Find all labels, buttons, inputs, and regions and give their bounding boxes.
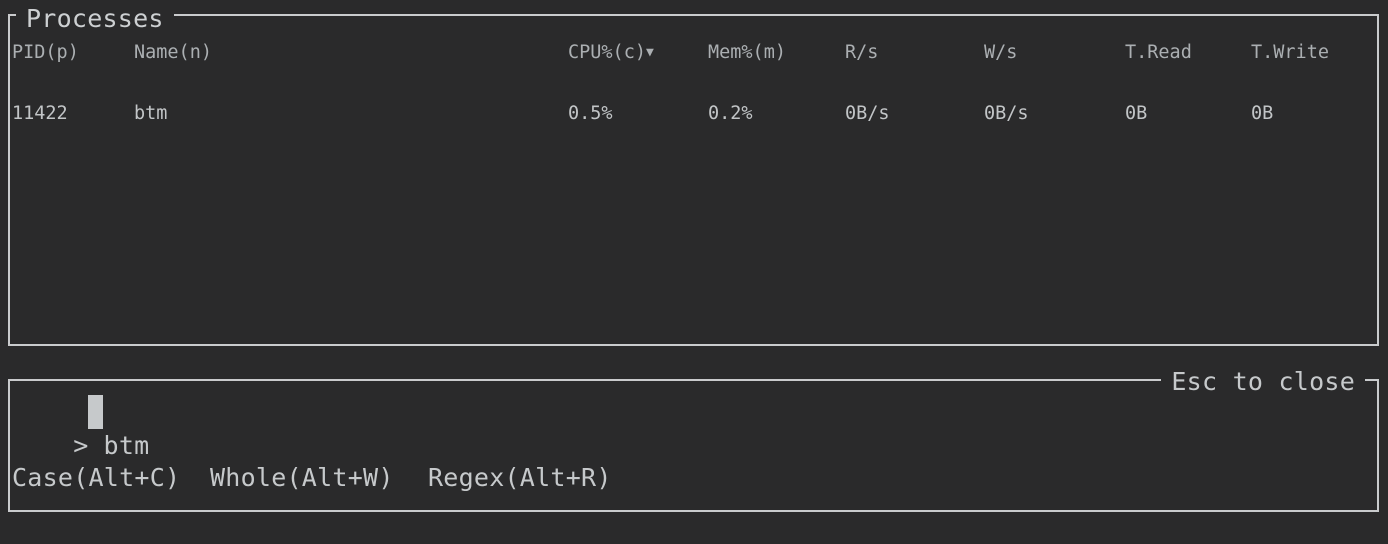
processes-panel-title: Processes <box>16 6 174 32</box>
process-mem: 0.2% <box>708 103 753 124</box>
column-header-pid[interactable]: PID(p) <box>12 42 79 63</box>
process-name: btm <box>134 103 168 124</box>
text-cursor <box>88 395 103 429</box>
column-header-name[interactable]: Name(n) <box>134 42 212 63</box>
column-header-mem[interactable]: Mem%(m) <box>708 42 786 63</box>
search-prompt: > <box>73 431 89 460</box>
column-header-read-per-sec[interactable]: R/s <box>845 42 879 63</box>
search-options-row: Case(Alt+C) Whole(Alt+W) Regex(Alt+R) <box>0 464 1388 492</box>
process-cpu: 0.5% <box>568 103 613 124</box>
processes-panel[interactable] <box>8 14 1379 346</box>
search-panel[interactable] <box>8 379 1379 512</box>
process-read-per-sec: 0B/s <box>845 103 890 124</box>
search-option-regex-toggle[interactable]: Regex(Alt+R) <box>428 463 612 492</box>
column-header-write-per-sec[interactable]: W/s <box>984 42 1018 63</box>
process-total-write: 0B <box>1251 103 1274 124</box>
process-pid: 11422 <box>12 103 68 124</box>
search-option-case-toggle[interactable]: Case(Alt+C) <box>12 463 181 492</box>
process-table-header: PID(p) Name(n) CPU%(c)▼ Mem%(m) R/s W/s … <box>0 40 1388 66</box>
search-input[interactable]: > btm <box>12 395 149 497</box>
column-header-cpu[interactable]: CPU%(c)▼ <box>568 40 654 66</box>
esc-to-close-hint: Esc to close <box>1161 369 1365 395</box>
search-option-whole-toggle[interactable]: Whole(Alt+W) <box>210 463 394 492</box>
search-query: btm <box>103 431 150 460</box>
process-total-read: 0B <box>1125 103 1148 124</box>
process-write-per-sec: 0B/s <box>984 103 1029 124</box>
column-header-total-read[interactable]: T.Read <box>1125 42 1192 63</box>
column-header-total-write[interactable]: T.Write <box>1251 42 1329 63</box>
column-header-cpu-label: CPU%(c) <box>568 42 646 63</box>
sort-descending-icon: ▼ <box>645 45 654 60</box>
process-row[interactable]: 11422 btm 0.5% 0.2% 0B/s 0B/s 0B 0B <box>0 101 1388 127</box>
